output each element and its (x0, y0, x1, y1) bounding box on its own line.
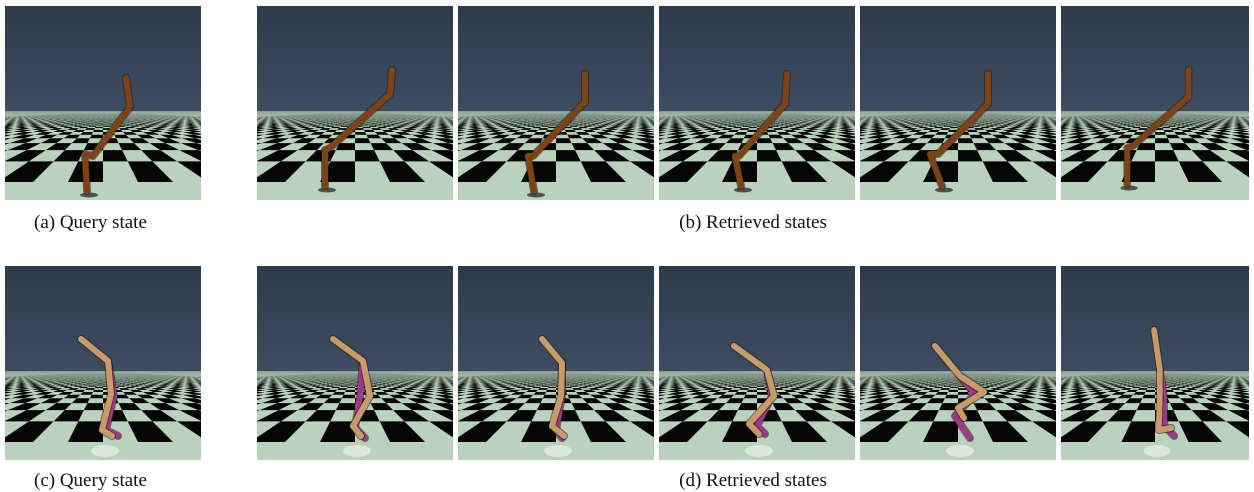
walker-retrieved-frame-1 (257, 266, 453, 460)
walker-body (77, 335, 122, 440)
hopper-body (731, 70, 791, 193)
hopper-body (318, 66, 396, 193)
caption-a: (a) Query state (34, 212, 147, 234)
hopper-query-frame (5, 6, 201, 200)
walker-body (931, 342, 988, 442)
walker-body (538, 335, 568, 442)
hopper-body (1120, 66, 1193, 191)
walker-retrieved-image-3 (659, 266, 855, 460)
hopper-retrieved-image-3 (659, 6, 855, 200)
hopper-retrieved-image-4 (860, 6, 1056, 200)
hopper-retrieved-frame-2 (458, 6, 654, 200)
hopper-body (80, 74, 134, 198)
walker-retrieved-image-5 (1061, 266, 1249, 460)
walker-retrieved-frame-4 (860, 266, 1056, 460)
walker-body (730, 342, 778, 438)
hopper-retrieved-image-1 (257, 6, 453, 200)
walker-query-image (5, 266, 201, 460)
hopper-retrieved-frame-3 (659, 6, 855, 200)
hopper-retrieved-frame-5 (1061, 6, 1249, 200)
walker-retrieved-image-2 (458, 266, 654, 460)
hopper-body (926, 70, 992, 193)
walker-retrieved-image-1 (257, 266, 453, 460)
walker-body (329, 335, 374, 442)
hopper-body (524, 70, 589, 198)
checker-floor (257, 373, 453, 442)
hopper-retrieved-image-2 (458, 6, 654, 200)
caption-b: (b) Retrieved states (257, 212, 1249, 234)
hopper-retrieved-frame-1 (257, 6, 453, 200)
walker-body (1150, 326, 1179, 440)
walker-retrieved-image-4 (860, 266, 1056, 460)
caption-d: (d) Retrieved states (257, 470, 1249, 492)
hopper-query-image (5, 6, 201, 200)
walker-retrieved-frame-3 (659, 266, 855, 460)
hopper-retrieved-frame-4 (860, 6, 1056, 200)
caption-c: (c) Query state (34, 470, 147, 492)
walker-retrieved-frame-5 (1061, 266, 1249, 460)
walker-query-frame (5, 266, 201, 460)
checker-floor (659, 373, 855, 442)
walker-retrieved-frame-2 (458, 266, 654, 460)
hopper-retrieved-image-5 (1061, 6, 1249, 200)
